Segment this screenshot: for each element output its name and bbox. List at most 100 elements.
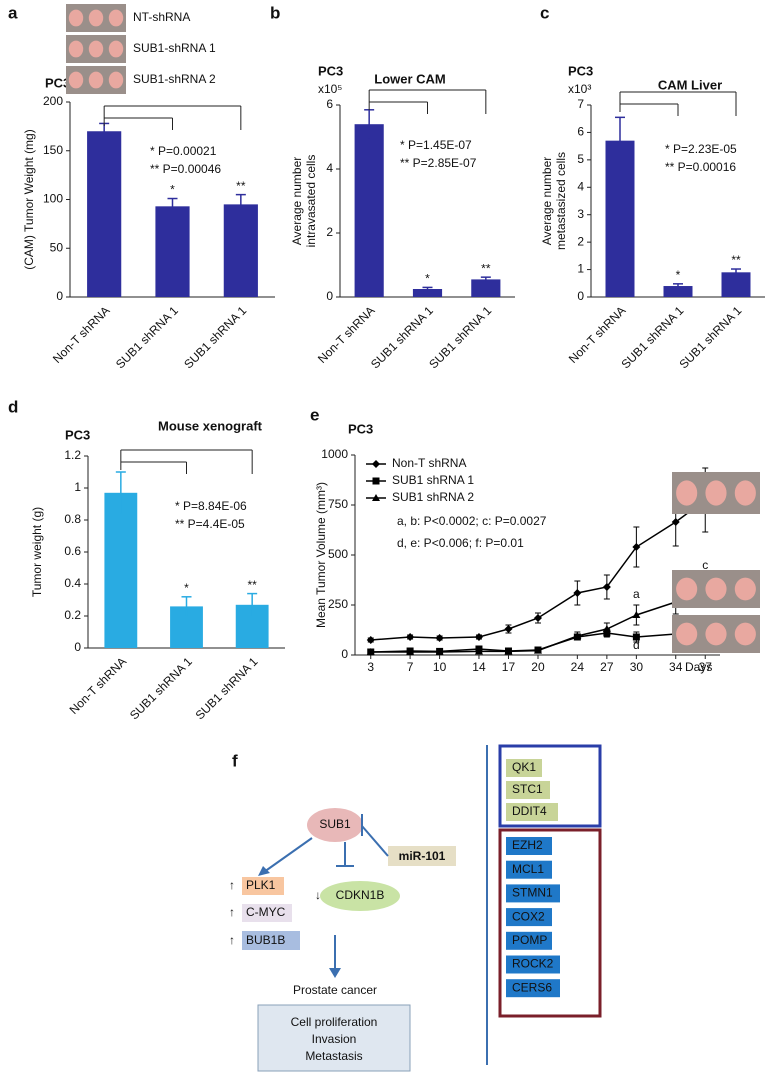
target-label: QK1 xyxy=(512,760,536,774)
outcome-item: Cell proliferation xyxy=(291,1015,378,1029)
target-label: ROCK2 xyxy=(512,957,554,971)
target-label: STC1 xyxy=(512,782,543,796)
y-tick-label: 2 xyxy=(326,225,333,239)
significance: ** xyxy=(481,261,491,275)
target-box xyxy=(506,837,552,855)
arrow-head xyxy=(329,968,341,978)
arrow xyxy=(263,837,313,873)
image-label: SUB1-shRNA 2 xyxy=(133,72,216,86)
tumor xyxy=(108,71,124,89)
target-box xyxy=(506,759,542,777)
y-tick-label: 0 xyxy=(341,647,348,661)
tumor xyxy=(705,577,727,601)
bar xyxy=(223,204,258,297)
legend-label: Non-T shRNA xyxy=(392,456,466,470)
node-label: PLK1 xyxy=(246,878,276,892)
y-axis-label: Average number xyxy=(290,157,304,246)
x-tick-label: 3 xyxy=(367,660,374,674)
sub1-node xyxy=(307,808,363,842)
marker xyxy=(602,583,611,591)
marker xyxy=(533,614,542,622)
marker xyxy=(573,589,582,597)
y-tick-label: 0.8 xyxy=(64,512,81,526)
chart-title: PC3 xyxy=(45,75,70,90)
tumor xyxy=(734,577,756,601)
y-tick-label: 1 xyxy=(74,480,81,494)
inhibit-line xyxy=(361,825,389,857)
y-tick-label: 150 xyxy=(43,143,63,157)
y-tick-label: 1.2 xyxy=(64,448,81,462)
panel-letter: a xyxy=(8,3,18,22)
group-box xyxy=(498,744,602,828)
y-tick-label: 4 xyxy=(577,179,584,193)
p-value: ** P=0.00046 xyxy=(150,162,221,176)
bar xyxy=(412,289,443,297)
tumor xyxy=(676,480,698,506)
image-label: SUB1-shRNA 1 xyxy=(133,41,216,55)
significance: * xyxy=(184,581,189,595)
marker xyxy=(671,518,680,526)
y-tick-label: 7 xyxy=(577,97,584,111)
x-tick-label: Non-T shRNA xyxy=(566,303,629,366)
p-value: a, b: P<0.0002; c: P=0.0027 xyxy=(397,514,547,528)
y-tick-label: 0 xyxy=(74,640,81,654)
chart-title: PC3 xyxy=(348,421,373,436)
plk1-node xyxy=(242,877,284,895)
y-tick-label: 4 xyxy=(326,161,333,175)
chart-title: PC3 xyxy=(318,63,343,78)
mir-node xyxy=(388,846,456,866)
y-axis-label: metastasized cells xyxy=(554,152,568,250)
marker xyxy=(372,477,380,485)
p-value: ** P=0.00016 xyxy=(665,160,736,174)
tumor xyxy=(705,622,727,646)
p-value: d, e: P<0.006; f: P=0.01 xyxy=(397,536,524,550)
subtitle: CAM Liver xyxy=(658,77,722,92)
marker xyxy=(602,625,611,632)
target-box xyxy=(506,781,550,799)
chart-title: PC3 xyxy=(65,427,90,442)
image-label: NT-shRNA xyxy=(133,10,190,24)
tumor xyxy=(88,71,104,89)
target-box xyxy=(506,803,558,821)
y-tick-label: 0 xyxy=(577,289,584,303)
x-tick-label: SUB1 shRNA 1 xyxy=(676,303,744,371)
bar xyxy=(87,131,122,297)
target-box xyxy=(506,884,560,903)
x-tick-label: 37 xyxy=(699,660,713,674)
marker xyxy=(632,611,641,618)
target-label: CERS6 xyxy=(512,980,552,994)
y-tick-label: 0 xyxy=(56,289,63,303)
outcome-box xyxy=(257,1004,411,1072)
x-tick-label: 7 xyxy=(407,660,414,674)
significance: ** xyxy=(236,179,246,193)
bar xyxy=(721,272,751,297)
point-label: d xyxy=(633,638,640,652)
y-tick-label: 250 xyxy=(328,597,348,611)
tumor xyxy=(68,9,84,27)
tumor xyxy=(734,622,756,646)
panel-letter: e xyxy=(310,405,319,424)
bar xyxy=(155,206,190,297)
marker xyxy=(533,646,542,654)
y-tick-label: 0.2 xyxy=(64,608,81,622)
bar xyxy=(471,279,501,297)
tumor xyxy=(88,9,104,27)
x-tick-label: Non-T shRNA xyxy=(67,654,130,717)
target-box xyxy=(506,955,560,974)
p-value: * P=8.84E-06 xyxy=(175,499,247,513)
y-tick-label: 2 xyxy=(577,234,584,248)
y-tick-label: 100 xyxy=(43,192,63,206)
cmyc-node xyxy=(242,904,292,922)
marker xyxy=(632,543,641,551)
x-tick-label: 24 xyxy=(571,660,585,674)
x-tick-label: SUB1 shRNA 1 xyxy=(193,654,261,722)
y-tick-label: 6 xyxy=(577,125,584,139)
target-label: EZH2 xyxy=(512,838,543,852)
x-tick-label: 17 xyxy=(502,660,516,674)
x-tick-label: SUB1 shRNA 1 xyxy=(181,303,249,371)
y-axis-label: Tumor weight (g) xyxy=(30,507,44,597)
p-value: ** P=2.85E-07 xyxy=(400,156,477,170)
marker xyxy=(366,648,375,655)
x-tick-label: Non-T shRNA xyxy=(315,303,378,366)
